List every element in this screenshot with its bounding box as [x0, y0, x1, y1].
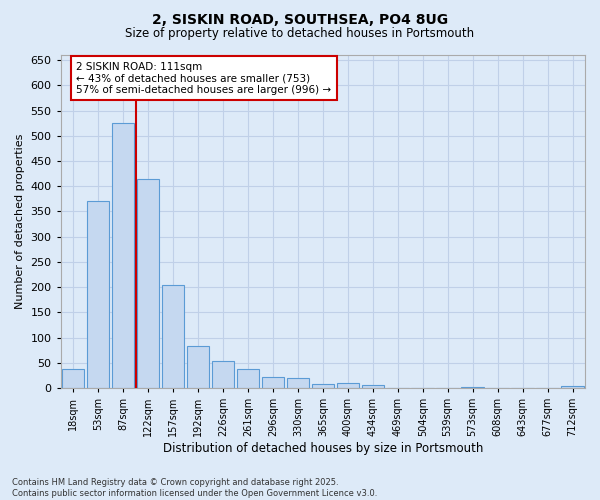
- Bar: [87, 202, 109, 388]
- Bar: [362, 385, 384, 388]
- X-axis label: Distribution of detached houses by size in Portsmouth: Distribution of detached houses by size …: [163, 442, 483, 455]
- Bar: [561, 386, 584, 388]
- Bar: [187, 346, 209, 388]
- Bar: [62, 370, 85, 388]
- Bar: [212, 361, 234, 388]
- Bar: [262, 377, 284, 388]
- Bar: [137, 178, 160, 388]
- Text: 2, SISKIN ROAD, SOUTHSEA, PO4 8UG: 2, SISKIN ROAD, SOUTHSEA, PO4 8UG: [152, 12, 448, 26]
- Bar: [162, 284, 184, 388]
- Bar: [287, 378, 309, 388]
- Y-axis label: Number of detached properties: Number of detached properties: [15, 134, 25, 309]
- Text: Size of property relative to detached houses in Portsmouth: Size of property relative to detached ho…: [125, 28, 475, 40]
- Bar: [461, 386, 484, 388]
- Text: Contains HM Land Registry data © Crown copyright and database right 2025.
Contai: Contains HM Land Registry data © Crown c…: [12, 478, 377, 498]
- Bar: [311, 384, 334, 388]
- Text: 2 SISKIN ROAD: 111sqm
← 43% of detached houses are smaller (753)
57% of semi-det: 2 SISKIN ROAD: 111sqm ← 43% of detached …: [76, 62, 332, 95]
- Bar: [237, 370, 259, 388]
- Bar: [112, 123, 134, 388]
- Bar: [337, 383, 359, 388]
